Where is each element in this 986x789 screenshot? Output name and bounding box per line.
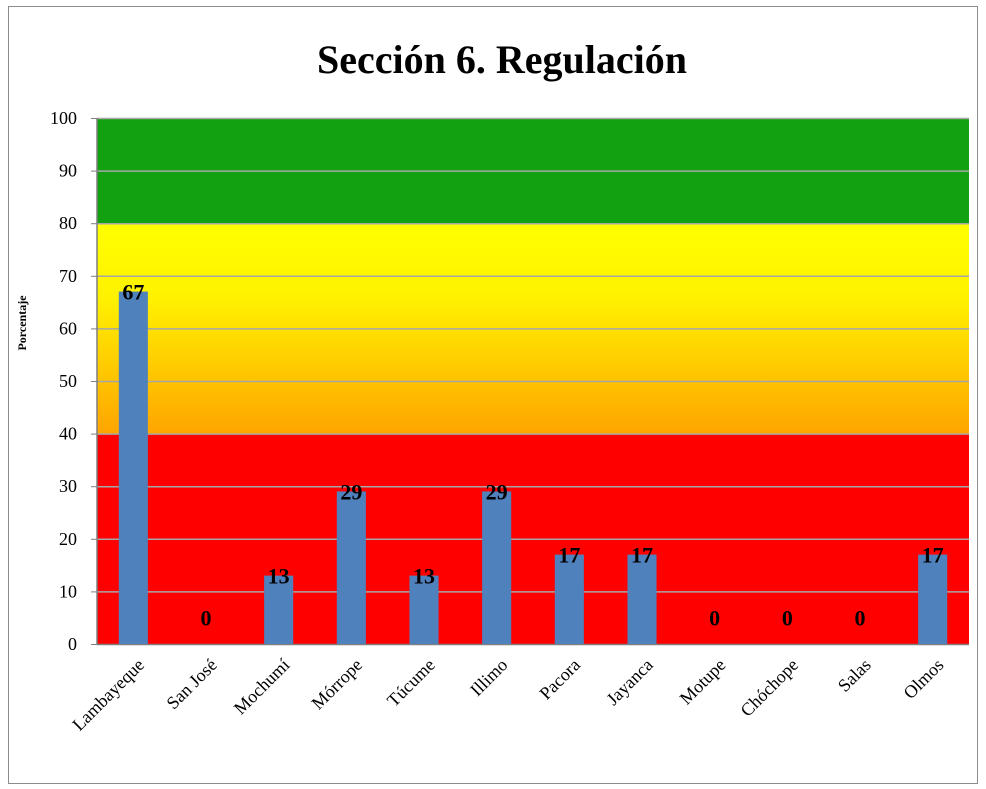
data-label: 0	[855, 606, 866, 631]
x-tick-label: Jayanca	[602, 655, 656, 709]
x-tick-label: Chóchope	[736, 655, 802, 721]
y-tick-label: 50	[59, 371, 77, 391]
data-label: 0	[709, 606, 720, 631]
y-tick-label: 90	[59, 161, 77, 181]
bars	[118, 291, 948, 644]
gridlines	[96, 117, 969, 646]
y-tick-label: 30	[59, 476, 77, 496]
x-tick-label: Mórrope	[307, 655, 366, 714]
x-axis-categories: Lambayeque San José Mochumí Mórrope Túcume Il…	[68, 655, 947, 735]
x-tick-label: Mochumí	[230, 655, 294, 719]
chart-title: Sección 6. Regulación	[317, 37, 687, 82]
bar	[336, 491, 366, 644]
bar	[264, 575, 294, 644]
data-label: 0	[201, 606, 212, 631]
data-label: 13	[268, 564, 290, 589]
x-tick-label: Túcume	[383, 655, 439, 711]
bar	[118, 291, 148, 644]
bar	[627, 554, 657, 644]
x-tick-label: Salas	[834, 655, 875, 696]
x-tick-label: Illimo	[466, 655, 511, 700]
bar	[918, 554, 948, 644]
y-tick-label: 10	[59, 581, 77, 601]
data-label: 0	[782, 606, 793, 631]
data-label: 67	[122, 280, 144, 305]
bar	[482, 491, 512, 644]
y-tick-label: 80	[59, 213, 77, 233]
data-label: 17	[631, 543, 653, 568]
bar-chart: Sección 6. Regulación 0 10 20 30 40 50 60 70 80 9…	[15, 37, 969, 735]
data-label: 17	[922, 543, 944, 568]
data-label: 29	[486, 479, 508, 504]
y-axis-ticks: 0 10 20 30 40 50 60 70 80 90 100	[50, 108, 97, 654]
data-label: 13	[413, 564, 435, 589]
y-tick-label: 20	[59, 529, 77, 549]
bar	[409, 575, 439, 644]
data-label: 17	[558, 543, 580, 568]
chart-frame: Sección 6. Regulación 0 10 20 30 40 50 60 70 80 9…	[8, 6, 978, 784]
y-tick-label: 0	[68, 634, 77, 654]
y-tick-label: 100	[50, 108, 77, 128]
bar	[554, 554, 584, 644]
y-axis-label: Porcentaje	[15, 295, 29, 351]
x-tick-label: Olmos	[899, 655, 947, 703]
x-tick-label: Pacora	[535, 655, 584, 704]
data-label: 29	[340, 479, 362, 504]
x-tick-label: Lambayeque	[68, 655, 148, 735]
x-tick-label: San José	[162, 655, 220, 713]
x-tick-label: Motupe	[676, 655, 730, 709]
y-tick-label: 60	[59, 318, 77, 338]
y-tick-label: 70	[59, 266, 77, 286]
y-tick-label: 40	[59, 424, 77, 444]
data-labels: 67 0 13 29 13 29 17 17 0 0 0 17	[122, 280, 943, 631]
